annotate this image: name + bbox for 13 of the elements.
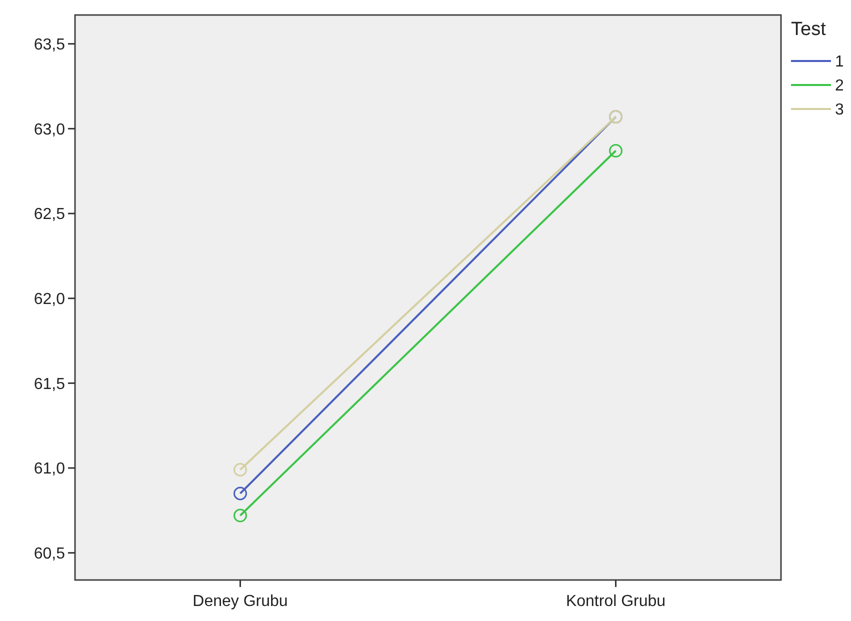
y-tick-label: 62,5 [34,206,66,224]
x-tick-label: Deney Grubu [192,593,288,610]
y-tick-label: 61,0 [34,460,66,478]
y-tick-label: 63,0 [34,121,66,138]
legend-title: Test [791,19,827,40]
y-tick-label: 61,5 [34,376,66,393]
y-tick-label: 60,5 [34,545,66,562]
legend-label: 1 [835,54,844,71]
legend-label: 3 [835,102,844,119]
y-tick-label: 63,5 [34,36,66,54]
x-tick-label: Kontrol Grubu [566,593,666,610]
legend-label: 2 [835,78,844,95]
y-tick-label: 62,0 [34,290,66,308]
